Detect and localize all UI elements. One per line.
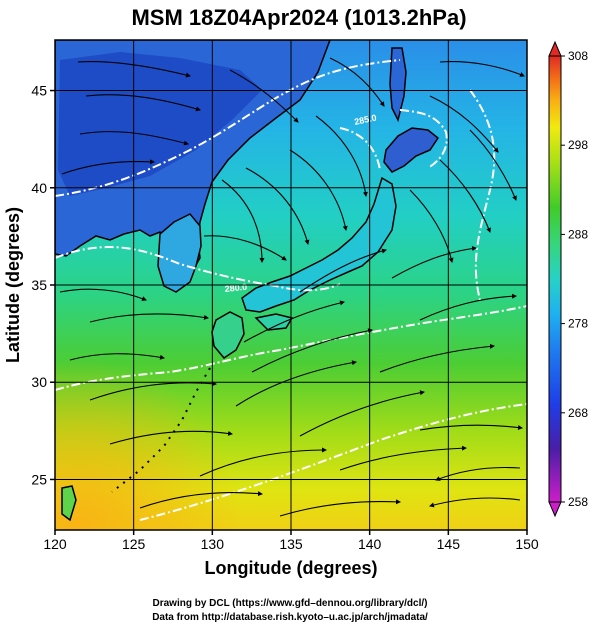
korean-peninsula [157, 213, 202, 293]
temperature-colorbar: 258 268 278 288 298 308 [548, 40, 588, 518]
colorbar-bottom-arrow [548, 501, 562, 518]
y-tick-label-25: 25 [31, 471, 47, 487]
colorbar-tick-label-298: 298 [568, 138, 588, 152]
shikoku-island [254, 313, 294, 331]
colorbar-tick-label-288: 288 [568, 227, 588, 241]
y-tick-label-45: 45 [31, 83, 47, 99]
temperature-field-map: 285.0 280.0 [55, 40, 527, 530]
colorbar-tick-label-258: 258 [568, 495, 588, 509]
x-tick-label-125: 125 [122, 536, 146, 552]
colorbar-tick-label-308: 308 [568, 49, 588, 63]
x-tick-label-150: 150 [515, 536, 539, 552]
taiwan-island [61, 485, 77, 522]
map-title: MSM 18Z04Apr2024 (1013.2hPa) [131, 5, 466, 30]
x-tick-label-145: 145 [437, 536, 461, 552]
colorbar-tick-label-278: 278 [568, 317, 588, 331]
y-tick-label-40: 40 [31, 180, 47, 196]
lat-lon-grid [55, 40, 527, 530]
x-tick-label-135: 135 [279, 536, 303, 552]
colorbar-tick-label-268: 268 [568, 406, 588, 420]
hokkaido-island [383, 127, 440, 173]
colorbar-gradient [548, 55, 562, 503]
colorbar-ticks: 258 268 278 288 298 308 [561, 49, 588, 509]
x-tick-label-130: 130 [201, 536, 225, 552]
latitude-ticks: 25 30 35 40 45 [31, 83, 55, 487]
y-tick-label-30: 30 [31, 374, 47, 390]
y-axis-label: Latitude (degrees) [3, 207, 23, 363]
credit-line-data: Data from http://database.rish.kyoto–u.a… [152, 612, 428, 623]
x-tick-label-140: 140 [358, 536, 382, 552]
x-tick-label-120: 120 [43, 536, 67, 552]
x-axis-label: Longitude (degrees) [204, 558, 377, 578]
sakhalin-island [389, 47, 407, 123]
contour-label-285: 285.0 [353, 112, 377, 126]
longitude-ticks: 120 125 130 135 140 145 150 [43, 530, 539, 552]
interior-cold-region [58, 52, 262, 196]
wind-streamlines [59, 57, 525, 517]
credit-line-drawing: Drawing by DCL (https://www.gfd–dennou.o… [152, 598, 427, 609]
colorbar-top-arrow [548, 40, 562, 57]
isotherm-contours [55, 59, 527, 521]
y-tick-label-35: 35 [31, 277, 47, 293]
